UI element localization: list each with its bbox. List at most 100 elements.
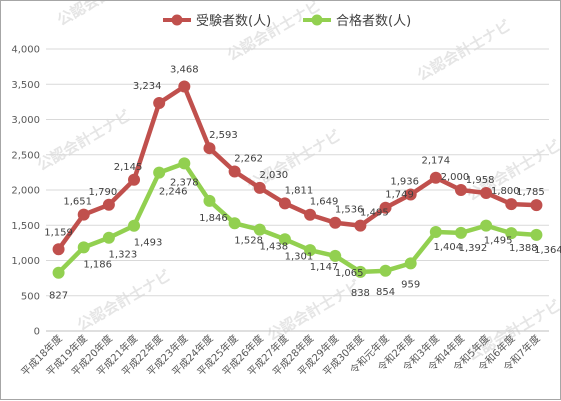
data-label: 2,246	[159, 187, 188, 198]
data-point	[178, 80, 191, 93]
data-label: 2,174	[422, 156, 451, 167]
watermark-text: 公認会計士ナビ	[264, 276, 364, 344]
data-label: 1,790	[89, 187, 118, 198]
data-point	[77, 241, 90, 254]
data-label: 959	[401, 279, 420, 290]
data-label: 2,262	[234, 154, 263, 165]
data-point	[52, 243, 65, 256]
data-label: 1,649	[310, 197, 339, 208]
data-label: 1,404	[434, 242, 463, 253]
legend-swatch-marker	[171, 14, 183, 26]
watermark-text: 公認会計士ナビ	[54, 1, 154, 29]
y-tick-label: 3,000	[11, 115, 40, 126]
data-label: 2,593	[209, 130, 238, 141]
legend-label: 合格者数(人)	[336, 13, 411, 29]
data-label: 1,495	[484, 236, 513, 247]
data-label: 3,234	[133, 81, 162, 92]
data-point	[505, 198, 518, 211]
data-point	[203, 194, 216, 207]
data-point	[480, 186, 493, 199]
data-label: 1,147	[310, 262, 339, 273]
data-point	[379, 201, 392, 214]
data-point	[128, 219, 141, 232]
data-label: 1,493	[134, 238, 163, 249]
data-point	[530, 228, 543, 241]
data-label: 2,378	[170, 177, 199, 188]
data-point	[102, 231, 115, 244]
data-label: 1,186	[83, 259, 112, 270]
data-point	[404, 188, 417, 201]
data-label: 1,392	[459, 243, 488, 254]
data-label: 1,364	[534, 245, 561, 256]
data-point	[329, 216, 342, 229]
data-label: 2,145	[114, 162, 143, 173]
data-label: 1,301	[285, 251, 314, 262]
data-label: 1,536	[335, 205, 364, 216]
data-point	[102, 198, 115, 211]
data-label: 3,468	[170, 65, 199, 76]
data-label: 2,000	[441, 172, 470, 183]
data-point	[253, 223, 266, 236]
data-label: 1,323	[109, 250, 138, 261]
data-point	[153, 166, 166, 179]
watermark-text: 公認会計士ナビ	[414, 16, 514, 84]
data-point	[379, 264, 392, 277]
data-point	[304, 208, 317, 221]
data-point	[329, 249, 342, 262]
data-point	[228, 165, 241, 178]
data-label: 1,495	[360, 208, 389, 219]
data-label: 1,528	[234, 235, 263, 246]
data-label: 1,438	[259, 242, 288, 253]
y-tick-label: 4,000	[11, 45, 40, 56]
legend-swatch-marker	[311, 14, 323, 26]
data-label: 1,936	[390, 177, 419, 188]
data-label: 1,811	[285, 185, 314, 196]
y-tick-label: 3,500	[11, 80, 40, 91]
y-tick-label: 0	[34, 327, 40, 338]
data-label: 1,065	[335, 268, 364, 279]
data-point	[354, 219, 367, 232]
data-label: 1,846	[199, 213, 228, 224]
data-label: 827	[49, 291, 68, 302]
data-point	[278, 197, 291, 210]
y-tick-label: 1,500	[11, 221, 40, 232]
data-point	[178, 157, 191, 170]
data-point	[454, 184, 467, 196]
data-point	[404, 257, 417, 270]
data-label: 838	[351, 288, 370, 299]
data-point	[278, 233, 291, 246]
data-point	[480, 219, 493, 232]
legend-label: 受験者数(人)	[196, 14, 271, 29]
data-point	[505, 227, 518, 240]
data-label: 1,159	[44, 227, 73, 238]
data-label: 1,388	[509, 243, 538, 254]
data-label: 854	[376, 287, 395, 298]
data-label: 1,800	[491, 186, 520, 197]
watermark-text: 公認会計士ナビ	[224, 1, 324, 64]
data-point	[153, 97, 166, 110]
data-point	[203, 142, 216, 155]
watermark-text: 公認会計士ナビ	[74, 266, 174, 334]
y-tick-label: 2,500	[11, 150, 40, 161]
data-label: 1,958	[466, 175, 495, 186]
y-tick-label: 1,000	[11, 256, 40, 267]
data-label: 2,030	[259, 170, 288, 181]
data-point	[530, 199, 543, 212]
y-tick-label: 2,000	[11, 186, 40, 197]
data-point	[304, 244, 317, 257]
data-point	[429, 226, 442, 239]
data-point	[429, 171, 442, 184]
data-point	[52, 266, 65, 279]
data-label: 1,749	[385, 190, 414, 201]
data-point	[77, 208, 90, 221]
data-point	[454, 226, 467, 239]
data-label: 1,651	[63, 197, 92, 208]
data-point	[228, 217, 241, 230]
data-point	[253, 181, 266, 194]
data-point	[354, 265, 367, 278]
y-tick-label: 500	[21, 291, 40, 302]
data-point	[128, 173, 141, 186]
data-label: 1,785	[516, 187, 545, 198]
